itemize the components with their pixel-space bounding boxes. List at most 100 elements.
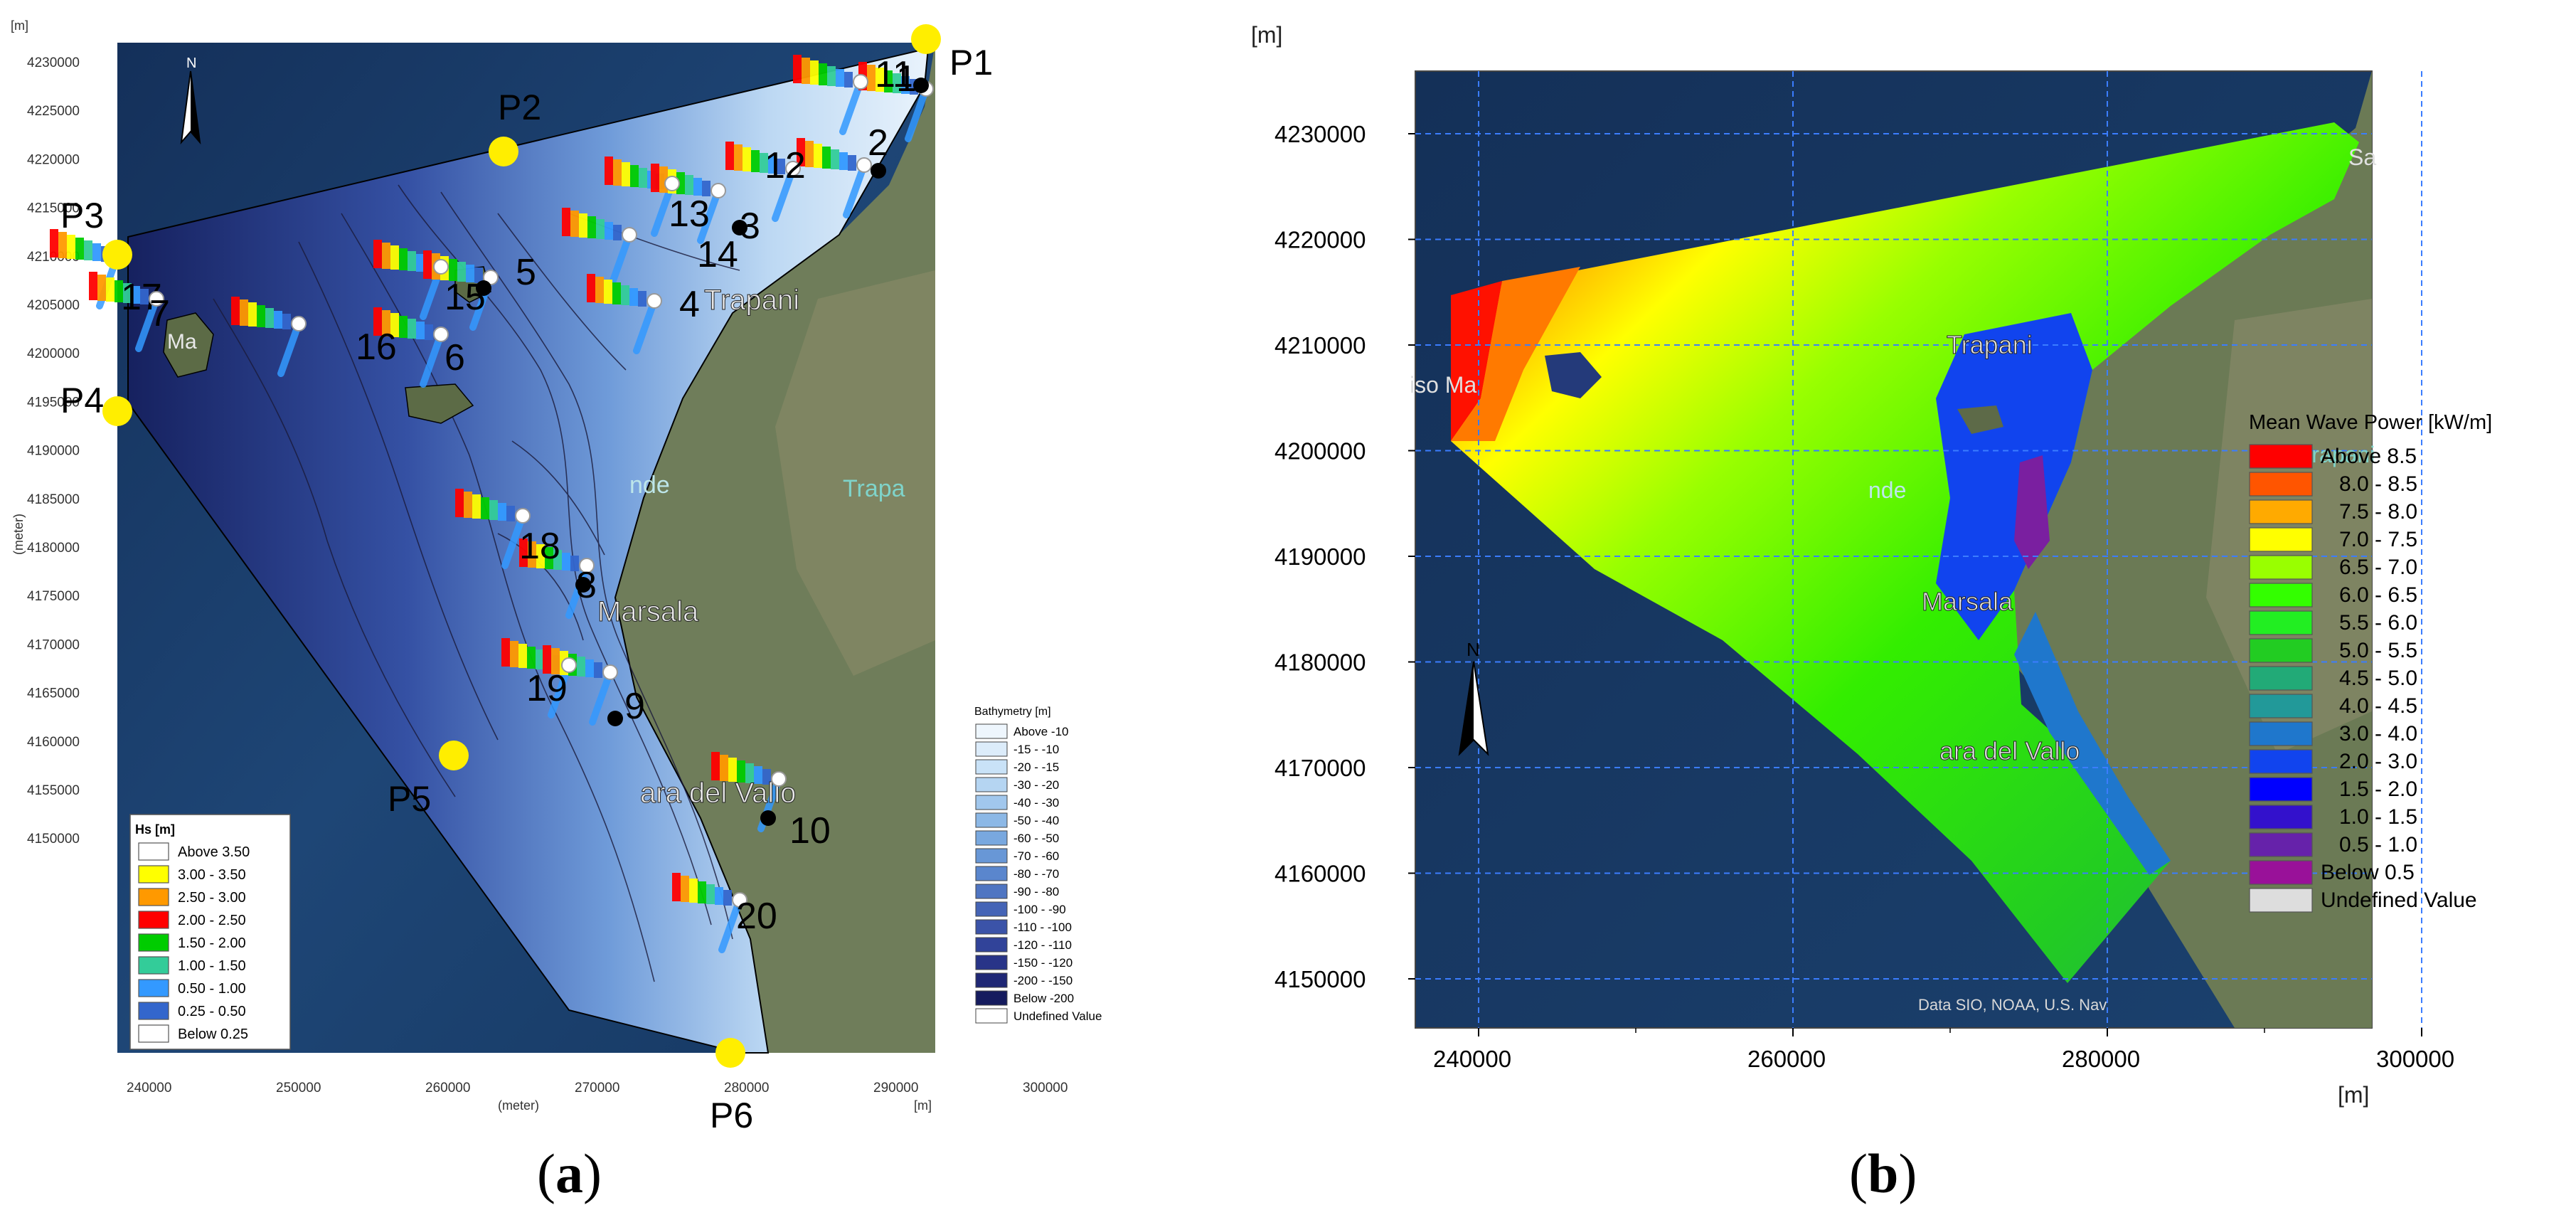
y-tick-label: 4220000 [1274,227,1366,253]
station-marker [433,327,449,342]
island-favignana [405,383,474,424]
legend-swatch [975,884,1008,899]
station-marker [433,259,449,275]
station-label: 19 [526,668,568,709]
station-marker-black [913,78,929,93]
legend-swatch [2249,444,2313,469]
wave-power-legend: Mean Wave Power [kW/m] Above 8.5 8.0 - 8.… [2249,411,2492,913]
y-tick-label: 4150000 [27,832,80,847]
x-axis-ticks: 240000 250000 260000 270000 280000 290000 3000… [127,1081,1068,1096]
y-tick-label: 4220000 [27,152,80,167]
station-marker-black [732,220,747,235]
station-marker [732,892,747,908]
svg-text:Bathymetry [m]: Bathymetry [m] [974,706,1051,718]
x-axis-ticks: 240000 260000 280000 300000 [1433,1028,2454,1072]
x-tick-label: 260000 [425,1081,470,1096]
legend-swatch [2249,721,2313,746]
y-tick-label: 4175000 [27,589,80,604]
y-tick-label: 4230000 [27,55,80,70]
red-edge-zone [1451,281,1502,441]
legend-label: 3.00 - 3.50 [178,867,246,883]
y-tick-label: 4170000 [1274,755,1366,781]
legend-label: 2.0 - 3.0 [2339,750,2417,773]
station-marker-black [760,810,776,826]
legend-swatch [2249,583,2313,608]
legend-label: 6.5 - 7.0 [2339,556,2417,579]
svg-text:N: N [186,55,196,71]
boundary-point-label: P3 [60,196,104,235]
wave-rose [89,272,160,352]
legend-swatch [2249,832,2313,857]
wave-rose [373,307,445,388]
legend-swatch [2249,666,2313,691]
legend-label: -100 - -90 [1013,903,1066,916]
island-favignana-b [1957,405,2003,434]
legend-label: 4.0 - 4.5 [2339,694,2417,718]
y-axis-ticks: 4230000422500042200004215000421000042050… [27,55,80,847]
legend-swatch [975,990,1008,1006]
legend-label: Below -200 [1013,992,1074,1005]
y-tick-label: 4170000 [27,637,80,652]
legend-label: 8.0 - 8.5 [2339,472,2417,496]
wave-rose [793,55,864,135]
station-marker [579,558,595,573]
x-tick-label: 250000 [276,1081,321,1096]
blue-coast-zone [2014,612,2171,875]
map-attribution: Data SIO, NOAA, U.S. Nav [1918,996,2107,1014]
axis-unit-right: [m] [914,1098,932,1113]
legend-label: 3.0 - 4.0 [2339,722,2417,746]
legend-label: -50 - -40 [1013,814,1059,827]
legend-label: -30 - -20 [1013,778,1059,792]
station-label: 7 [149,293,170,334]
island-marettimo [163,312,214,378]
station-label: 9 [624,686,645,727]
north-arrow-icon: N [180,55,201,145]
legend-label: Below 0.25 [178,1027,248,1042]
legend-swatch [138,865,169,884]
y-tick-label: 4215000 [27,201,80,216]
legend-swatch [2249,555,2313,580]
station-label: 12 [765,145,806,186]
legend-swatch [2249,777,2313,802]
legend-swatch [2249,638,2313,663]
legend-swatch [975,972,1008,988]
place-label-trapani: Trapani [1947,330,2033,359]
legend-label: 0.5 - 1.0 [2339,833,2417,856]
island-marettimo-b [1545,352,1602,398]
legend-swatch [975,1008,1008,1024]
legend-label: Below 0.5 [2321,861,2415,884]
station-label: 2 [868,122,888,164]
legend-swatch [975,866,1008,881]
wave-rose [562,208,633,288]
station-marker [561,657,577,673]
axis-unit-bottom: [m] [2338,1082,2369,1108]
legend-label: 7.5 - 8.0 [2339,500,2417,524]
legend-label: Above 3.50 [178,844,250,860]
y-tick-label: 4165000 [27,686,80,701]
wave-rose [797,138,868,218]
station-marker-black [871,163,886,179]
boundary-point-label: P1 [949,43,993,83]
legend-label: -20 - -15 [1013,760,1059,774]
station-label: 6 [445,337,465,378]
map-grid [1415,71,2422,1028]
model-domain-wave-power [1451,122,2359,983]
legend-swatch [138,1024,169,1043]
y-tick-label: 4200000 [27,346,80,361]
legend-swatch [975,812,1008,828]
legend-swatch [2249,499,2313,524]
station-marker [291,316,307,331]
legend-label: -110 - -100 [1013,921,1072,934]
legend-swatch [975,777,1008,792]
boundary-point-label: P5 [388,779,431,819]
place-label-nde: nde [629,472,670,499]
y-tick-label: 4200000 [1274,438,1366,465]
legend-swatch [975,723,1008,739]
legend-label: 0.25 - 0.50 [178,1004,246,1019]
y-tick-label: 4225000 [27,104,80,119]
panel-a-map: [m] 423000042250004220000421500042100004… [11,18,1102,1135]
panel-a-caption: (a) [537,1142,602,1204]
place-label-marsala: Marsala [1922,587,2013,616]
station-marker [664,176,680,191]
low-power-zone [1936,313,2092,640]
